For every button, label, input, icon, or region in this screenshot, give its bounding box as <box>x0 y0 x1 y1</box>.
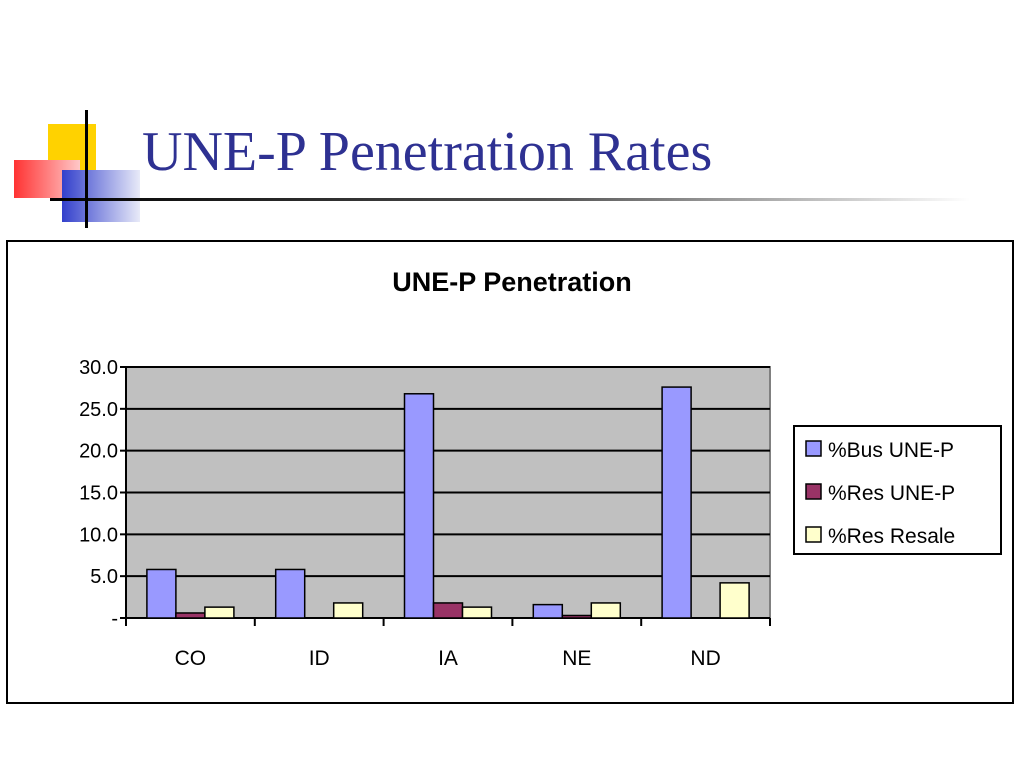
bar <box>204 606 235 619</box>
legend-swatch <box>805 526 822 543</box>
legend-label: %Bus UNE-P <box>828 439 954 462</box>
slide-title: UNE-P Penetration Rates <box>142 121 713 183</box>
y-tick-label: 10.0 <box>79 524 118 546</box>
chart-container: UNE-P Penetration - 5.0 10.0 15.0 20.0 25.0 30… <box>6 240 1014 704</box>
bar-chart: UNE-P Penetration - 5.0 10.0 15.0 20.0 25.0 30… <box>79 267 1002 670</box>
y-tick-label: 25.0 <box>79 399 118 421</box>
legend-label: %Res Resale <box>828 525 955 548</box>
chart-title: UNE-P Penetration <box>392 267 632 297</box>
x-tick-label: ND <box>690 647 720 670</box>
y-tick-label: 30.0 <box>79 357 118 379</box>
bar <box>461 606 493 619</box>
title-ornament <box>14 110 970 228</box>
bar <box>561 614 593 619</box>
bar <box>590 602 622 619</box>
ornament-vertical-rule <box>85 110 88 228</box>
x-tick-label: IA <box>438 647 458 670</box>
legend-swatch <box>805 440 822 457</box>
legend-label: %Res UNE-P <box>828 482 955 505</box>
legend-swatch <box>805 483 822 500</box>
legend-box <box>793 425 1002 555</box>
y-tick-label: - <box>111 608 118 630</box>
bar <box>403 393 435 619</box>
y-tick-label: 15.0 <box>79 483 118 505</box>
bar <box>719 582 750 619</box>
bar <box>146 568 177 619</box>
y-tick-label: 20.0 <box>79 441 118 463</box>
x-tick-label: NE <box>562 647 591 670</box>
plot-area: - 5.0 10.0 15.0 20.0 25.0 30.0 CO ID IA NE ND <box>79 357 771 670</box>
y-tick-label: 5.0 <box>90 566 118 588</box>
bar <box>332 602 364 619</box>
legend: %Bus UNE-P %Res UNE-P %Res Resale <box>793 425 1002 555</box>
bar <box>661 386 692 619</box>
ornament-blue-square <box>62 170 140 222</box>
bar <box>274 568 306 619</box>
x-tick-label: CO <box>175 647 207 670</box>
bar <box>175 612 206 619</box>
ornament-horizontal-rule <box>50 198 970 201</box>
x-tick-label: ID <box>309 647 330 670</box>
bar <box>432 602 464 619</box>
bar <box>532 603 564 619</box>
